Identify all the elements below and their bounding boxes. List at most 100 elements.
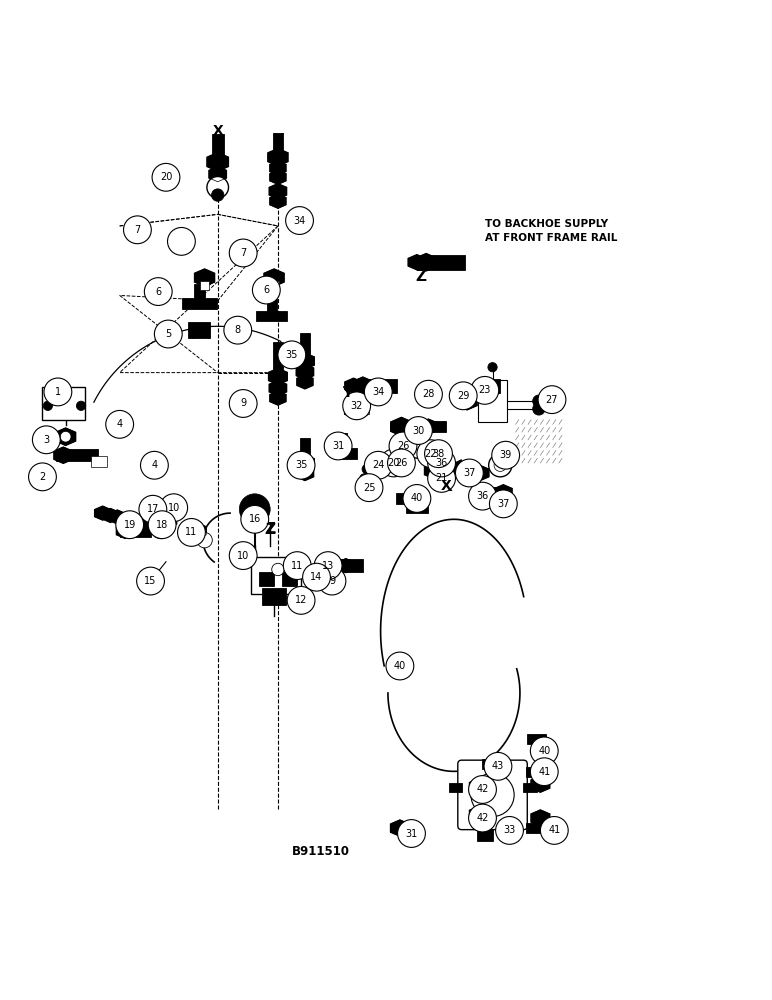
Circle shape <box>139 495 167 523</box>
Circle shape <box>380 449 408 477</box>
Circle shape <box>178 519 205 546</box>
Bar <box>178 528 192 537</box>
Text: 42: 42 <box>476 784 489 794</box>
Text: X: X <box>441 479 452 493</box>
Polygon shape <box>110 510 125 524</box>
Polygon shape <box>269 381 286 396</box>
Polygon shape <box>269 368 287 385</box>
Polygon shape <box>344 398 369 419</box>
Polygon shape <box>425 463 443 479</box>
Circle shape <box>160 494 188 522</box>
Circle shape <box>324 432 352 460</box>
Circle shape <box>229 542 257 569</box>
Bar <box>300 438 310 461</box>
Bar <box>485 379 500 393</box>
Circle shape <box>405 417 432 444</box>
Polygon shape <box>495 485 512 500</box>
Bar <box>429 452 454 473</box>
Text: 31: 31 <box>405 829 418 839</box>
Bar <box>404 421 423 432</box>
Bar <box>56 449 98 461</box>
Polygon shape <box>157 514 174 529</box>
Text: 35: 35 <box>295 460 307 470</box>
Text: 33: 33 <box>503 825 516 835</box>
Text: Y: Y <box>273 132 283 146</box>
Polygon shape <box>269 184 286 199</box>
Circle shape <box>484 752 512 780</box>
Circle shape <box>469 482 496 510</box>
Text: 22: 22 <box>425 449 437 459</box>
Circle shape <box>360 474 369 483</box>
Text: 26: 26 <box>397 441 409 451</box>
Circle shape <box>229 390 257 417</box>
Circle shape <box>144 278 172 305</box>
Circle shape <box>152 163 180 191</box>
Circle shape <box>141 451 168 479</box>
Circle shape <box>415 380 442 408</box>
Circle shape <box>32 426 60 454</box>
Text: 3: 3 <box>43 435 49 445</box>
Text: Y: Y <box>342 386 353 400</box>
FancyBboxPatch shape <box>458 760 527 830</box>
Bar <box>431 421 446 432</box>
Polygon shape <box>296 364 313 379</box>
Circle shape <box>489 490 517 518</box>
Circle shape <box>148 511 176 539</box>
Text: 4: 4 <box>117 419 123 429</box>
Circle shape <box>471 376 499 404</box>
Bar <box>300 333 310 358</box>
Text: B911510: B911510 <box>291 845 350 858</box>
Bar <box>273 133 283 156</box>
Circle shape <box>124 216 151 244</box>
Circle shape <box>494 459 506 471</box>
Circle shape <box>229 239 257 267</box>
Text: 23: 23 <box>479 385 491 395</box>
Text: 21: 21 <box>435 473 448 483</box>
Text: 11: 11 <box>185 527 198 537</box>
Circle shape <box>386 652 414 680</box>
Text: 7: 7 <box>240 248 246 258</box>
Text: 42: 42 <box>476 813 489 823</box>
Bar <box>449 783 462 792</box>
Text: 4: 4 <box>151 460 157 470</box>
Circle shape <box>286 207 313 234</box>
Text: 28: 28 <box>422 389 435 399</box>
Polygon shape <box>195 269 215 286</box>
Text: 29: 29 <box>457 391 469 401</box>
Circle shape <box>287 451 315 479</box>
Polygon shape <box>188 523 206 539</box>
Bar <box>42 387 85 420</box>
Text: 25: 25 <box>363 483 375 493</box>
Text: 14: 14 <box>310 572 323 582</box>
Polygon shape <box>391 820 409 836</box>
Polygon shape <box>531 776 550 792</box>
Text: Z: Z <box>415 258 426 272</box>
Circle shape <box>355 474 383 502</box>
Bar <box>526 767 547 777</box>
Circle shape <box>287 586 315 614</box>
Circle shape <box>303 563 330 591</box>
Circle shape <box>207 177 229 198</box>
Bar <box>428 442 439 473</box>
Text: X: X <box>212 124 223 138</box>
Text: 38: 38 <box>432 449 445 459</box>
Bar <box>212 134 224 163</box>
Polygon shape <box>472 465 489 481</box>
Bar <box>262 588 286 605</box>
Text: 5: 5 <box>165 329 171 339</box>
Text: 35: 35 <box>286 350 298 360</box>
Bar <box>160 504 177 515</box>
Text: 13: 13 <box>322 561 334 571</box>
Polygon shape <box>345 378 362 393</box>
Text: 10: 10 <box>237 551 249 561</box>
Text: 36: 36 <box>435 458 448 468</box>
Polygon shape <box>207 153 229 171</box>
Polygon shape <box>420 419 437 434</box>
Bar <box>481 487 504 498</box>
Circle shape <box>489 454 512 477</box>
Polygon shape <box>469 778 491 796</box>
Circle shape <box>449 382 477 410</box>
Circle shape <box>388 463 400 475</box>
Polygon shape <box>119 514 136 529</box>
Bar <box>406 502 428 513</box>
